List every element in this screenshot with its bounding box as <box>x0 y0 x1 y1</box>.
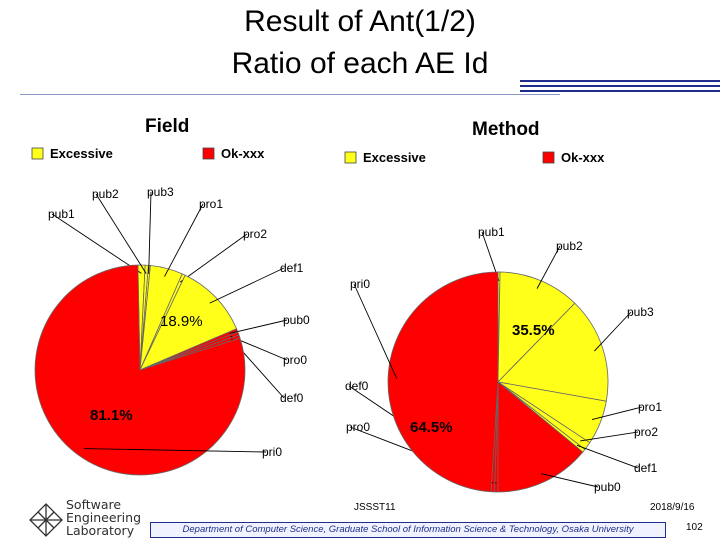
pie-slice-pri0 <box>34 264 246 476</box>
logo-line-2: Engineering <box>66 510 141 525</box>
slice-label-def1: def1 <box>634 461 658 475</box>
chart-title-field: Field <box>145 116 189 137</box>
date-label: 2018/9/16 <box>650 502 695 513</box>
pie-slice-pub2 <box>497 271 576 384</box>
legend-swatch-excessive <box>31 147 44 160</box>
leader-line-pub2 <box>536 245 561 289</box>
slice-label-pub0: pub0 <box>594 480 621 494</box>
pie-chart-field <box>34 191 288 476</box>
slide-title-line2: Ratio of each AE Id <box>231 47 489 80</box>
slice-label-pub3: pub3 <box>627 305 654 319</box>
header-decoration <box>20 78 720 96</box>
lab-logo-icon <box>29 503 63 537</box>
leader-line-pro1 <box>164 203 204 277</box>
page-number: 102 <box>686 522 703 533</box>
group-percent-ok-xxx: 64.5% <box>410 419 453 436</box>
slice-label-pro1: pro1 <box>638 400 662 414</box>
legend-swatch-ok-xxx <box>202 147 215 160</box>
legend-swatch-excessive <box>344 151 357 164</box>
pie-charts: Field Excessive Ok-xxx pub1 pub2 pub3 pro1 pro2… <box>31 116 662 494</box>
leader-line-pri0 <box>353 283 398 380</box>
slice-label-pro2: pro2 <box>634 425 658 439</box>
legend-label-ok-xxx: Ok-xxx <box>221 146 265 161</box>
conference-label: JSSST11 <box>354 502 396 513</box>
pie-chart-method <box>348 231 643 493</box>
leader-line-def1 <box>576 444 639 469</box>
slice-label-pub2: pub2 <box>556 239 583 253</box>
pie-slice-pub3 <box>497 302 609 402</box>
leader-line-pro1 <box>591 406 643 420</box>
lab-logo: Software Engineering Laboratory <box>28 498 148 540</box>
slice-label-pub1: pub1 <box>478 225 505 239</box>
pie-slice-pri0 <box>387 271 499 493</box>
pie-slice-pub0 <box>497 381 584 493</box>
leader-line-def1 <box>209 267 285 304</box>
slice-label-pub1: pub1 <box>48 207 75 221</box>
slice-label-pro1: pro1 <box>199 197 223 211</box>
leader-line-pub2 <box>95 193 147 274</box>
leader-line-pub1 <box>51 213 142 274</box>
slice-label-pri0: pri0 <box>262 445 282 459</box>
group-percent-ok-xxx: 81.1% <box>90 407 133 424</box>
logo-line-3: Laboratory <box>66 523 135 538</box>
slice-label-pub3: pub3 <box>147 185 174 199</box>
leader-line-pro2 <box>580 431 639 442</box>
pie-slice-def1 <box>139 274 238 371</box>
leader-line-pri0 <box>83 448 267 453</box>
group-percent-excessive: 35.5% <box>512 322 555 339</box>
slice-label-pub0: pub0 <box>283 313 310 327</box>
slice-label-def1: def1 <box>280 261 304 275</box>
legend-label-ok-xxx: Ok-xxx <box>561 150 605 165</box>
slide-title-line1: Result of Ant(1/2) <box>244 5 476 38</box>
slice-label-def0: def0 <box>280 391 304 405</box>
slice-label-pro0: pro0 <box>346 420 370 434</box>
logo-line-1: Software <box>66 497 122 512</box>
group-percent-excessive: 18.9% <box>160 313 203 330</box>
leader-line-pub0 <box>540 473 599 488</box>
leader-line-pub0 <box>229 319 288 334</box>
legend-label-excessive: Excessive <box>363 150 426 165</box>
leader-line-pub3 <box>148 191 152 274</box>
legend-label-excessive: Excessive <box>50 146 113 161</box>
slice-label-def0: def0 <box>345 379 369 393</box>
slice-label-pro0: pro0 <box>283 353 307 367</box>
chart-title-method: Method <box>472 119 540 140</box>
slice-label-pro2: pro2 <box>243 227 267 241</box>
legend-swatch-ok-xxx <box>542 151 555 164</box>
leader-line-pro2 <box>179 233 248 283</box>
department-banner: Department of Computer Science, Graduate… <box>150 522 666 538</box>
slice-label-pri0: pri0 <box>350 277 370 291</box>
slice-label-pub2: pub2 <box>92 187 119 201</box>
leader-line-pub3 <box>594 311 632 352</box>
